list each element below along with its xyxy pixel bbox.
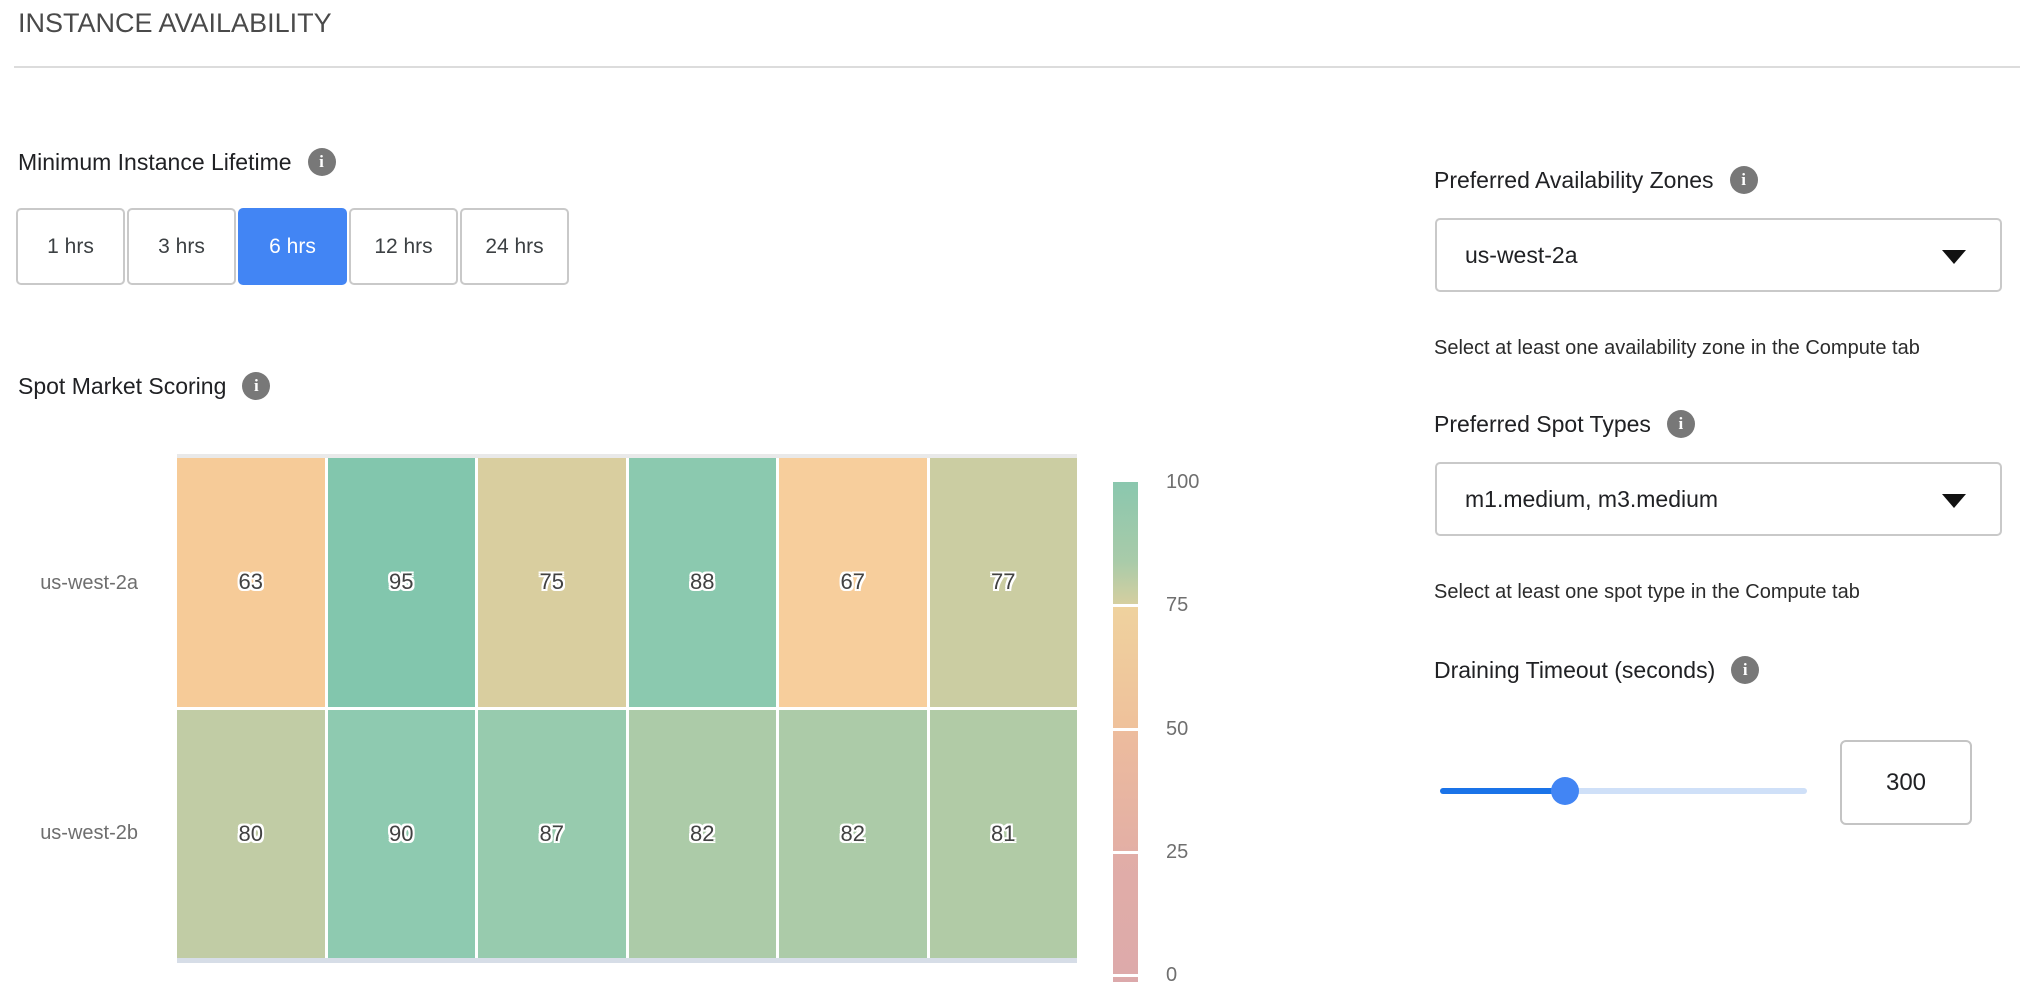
lifetime-option-6-hrs[interactable]: 6 hrs <box>238 208 347 285</box>
colorbar-tick-0: 0 <box>1166 964 1178 982</box>
heatmap-cell-us-west-2a-1: 95 <box>327 458 475 707</box>
heatmap-cell-value: 80 <box>238 820 263 846</box>
heatmap-cell-us-west-2a-2: 75 <box>478 458 626 707</box>
heatmap-top-border <box>177 454 1077 458</box>
heatmap-cell-value: 63 <box>238 569 263 595</box>
heatmap-cell-us-west-2b-0: 80 <box>177 709 325 958</box>
heatmap-cell-value: 81 <box>991 820 1016 846</box>
heatmap-cell-us-west-2a-0: 63 <box>177 458 325 707</box>
heatmap-cell-us-west-2b-1: 90 <box>327 709 475 958</box>
heatmap-cell-us-west-2b-5: 81 <box>929 709 1077 958</box>
lifetime-option-12-hrs[interactable]: 12 hrs <box>349 208 458 285</box>
colorbar-tick-25: 25 <box>1166 840 1189 863</box>
colorbar-tick-75: 75 <box>1166 594 1189 617</box>
info-icon[interactable]: i <box>242 372 271 400</box>
heatmap-cell-value: 87 <box>539 820 564 846</box>
heatmap-cell-us-west-2a-3: 88 <box>628 458 776 707</box>
draining-timeout-slider[interactable] <box>1440 788 1807 794</box>
heatmap-cell-value: 88 <box>690 569 715 595</box>
preferred-spot-types-label-text: Preferred Spot Types <box>1434 410 1651 437</box>
colorbar-separator <box>1113 850 1138 854</box>
heatmap-colorbar <box>1113 482 1138 982</box>
lifetime-option-1-hrs[interactable]: 1 hrs <box>16 208 125 285</box>
spot-market-scoring-label: Spot Market Scoring i <box>18 372 271 400</box>
minimum-instance-lifetime-label: Minimum Instance Lifetime i <box>18 148 336 176</box>
lifetime-option-3-hrs[interactable]: 3 hrs <box>127 208 236 285</box>
heatmap-bottom-axis <box>177 958 1077 963</box>
colorbar-separator <box>1113 727 1138 731</box>
spot-types-select[interactable]: m1.medium, m3.medium <box>1435 462 2002 536</box>
colorbar-tick-50: 50 <box>1166 717 1189 740</box>
heatmap-cell-value: 82 <box>690 820 715 846</box>
heatmap-cell-value: 75 <box>539 569 564 595</box>
lifetime-option-24-hrs[interactable]: 24 hrs <box>460 208 569 285</box>
heatmap-cell-value: 82 <box>840 820 865 846</box>
draining-timeout-input[interactable] <box>1840 740 1972 825</box>
chevron-down-icon <box>1942 494 1966 508</box>
info-icon[interactable]: i <box>307 148 336 176</box>
slider-fill <box>1440 788 1565 794</box>
preferred-availability-zones-label-text: Preferred Availability Zones <box>1434 166 1714 193</box>
draining-timeout-label-text: Draining Timeout (seconds) <box>1434 656 1716 683</box>
heatmap-cell-value: 90 <box>389 820 414 846</box>
heatmap-cell-us-west-2a-5: 77 <box>929 458 1077 707</box>
heatmap-cell-value: 77 <box>991 569 1016 595</box>
heatmap-cell-value: 67 <box>840 569 865 595</box>
colorbar-tick-100: 100 <box>1166 471 1200 493</box>
colorbar-separator <box>1113 604 1138 608</box>
heatmap-cell-us-west-2a-4: 67 <box>779 458 927 707</box>
minimum-instance-lifetime-label-text: Minimum Instance Lifetime <box>18 148 292 175</box>
page-title: INSTANCE AVAILABILITY <box>18 8 332 38</box>
spot-types-helper: Select at least one spot type in the Com… <box>1434 581 1860 603</box>
draining-timeout-label: Draining Timeout (seconds) i <box>1434 656 1760 684</box>
availability-zones-helper: Select at least one availability zone in… <box>1434 337 1920 359</box>
header-divider <box>14 66 2020 68</box>
heatmap-cell-value: 95 <box>389 569 414 595</box>
preferred-spot-types-label: Preferred Spot Types i <box>1434 410 1695 438</box>
preferred-availability-zones-label: Preferred Availability Zones i <box>1434 166 1758 194</box>
heatmap-cell-us-west-2b-2: 87 <box>478 709 626 958</box>
heatmap-row-label-us-west-2a: us-west-2a <box>40 572 138 594</box>
info-icon[interactable]: i <box>1729 166 1758 194</box>
info-icon[interactable]: i <box>1731 656 1760 684</box>
spot-types-value: m1.medium, m3.medium <box>1465 485 1719 512</box>
slider-thumb[interactable] <box>1550 777 1579 805</box>
heatmap-cell-us-west-2b-4: 82 <box>779 709 927 958</box>
spot-market-scoring-label-text: Spot Market Scoring <box>18 372 227 399</box>
heatmap-row-label-us-west-2b: us-west-2b <box>40 822 138 844</box>
heatmap-cell-us-west-2b-3: 82 <box>628 709 776 958</box>
lifetime-button-group: 1 hrs 3 hrs 6 hrs 12 hrs 24 hrs <box>16 208 571 285</box>
availability-zones-value: us-west-2a <box>1465 241 1578 268</box>
availability-zones-select[interactable]: us-west-2a <box>1435 218 2002 292</box>
colorbar-separator <box>1113 974 1138 977</box>
spot-scoring-heatmap: 63 95 75 88 67 77 80 90 87 82 82 81 <box>177 458 1077 958</box>
info-icon[interactable]: i <box>1666 410 1695 438</box>
chevron-down-icon <box>1942 250 1966 264</box>
